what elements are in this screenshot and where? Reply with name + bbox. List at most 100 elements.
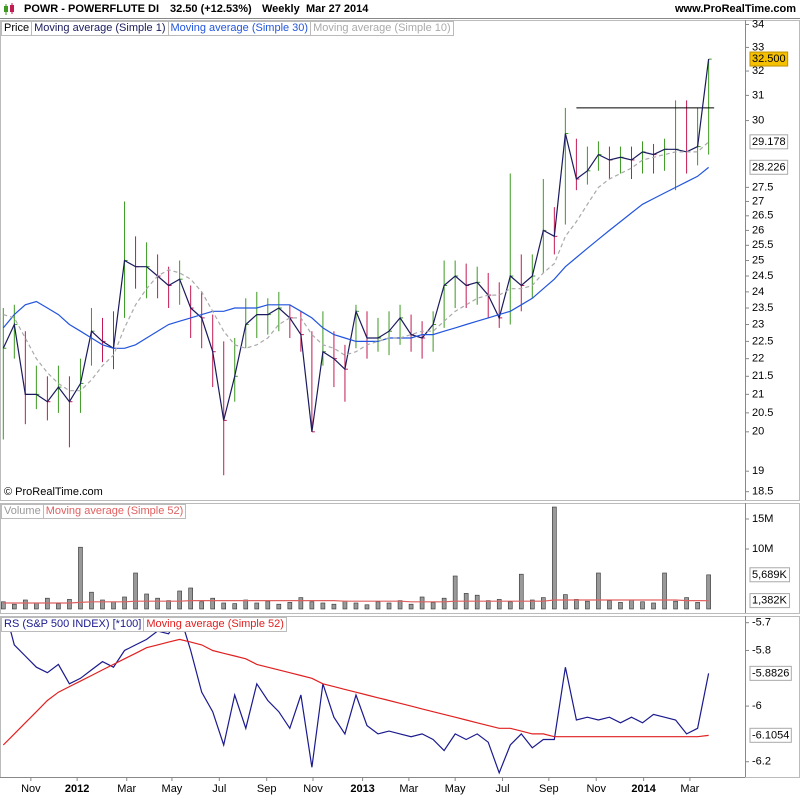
quote: 32.50 (+12.53%) <box>170 3 252 15</box>
volume-bar <box>177 590 182 610</box>
volume-bar <box>607 600 612 610</box>
y-tick-label: -6.2 <box>752 756 771 768</box>
volume-bar <box>574 599 579 610</box>
panel-frame <box>0 616 800 778</box>
volume-bar <box>419 596 425 610</box>
legend-entry: Moving average (Simple 52) <box>42 504 187 519</box>
volume-bar <box>452 575 458 610</box>
value-label-box <box>749 593 791 609</box>
y-tick-label: 26 <box>752 224 764 236</box>
panel-frame <box>0 503 800 614</box>
volume-bar <box>287 602 293 610</box>
x-tick-label: Sep <box>257 783 277 795</box>
y-tick-label: 18.5 <box>752 486 773 498</box>
volume-bar <box>56 603 61 610</box>
value-label-box <box>749 567 791 583</box>
value-label: -5.8826 <box>752 667 789 679</box>
x-tick-label: 2012 <box>65 783 89 795</box>
series-line <box>2 59 710 432</box>
volume-bar <box>640 601 645 610</box>
y-tick-label: 21 <box>752 388 764 400</box>
y-tick-label: 32 <box>752 65 764 77</box>
value-label-box <box>749 727 792 743</box>
volume-bar <box>243 599 249 610</box>
volume-bar <box>298 597 304 610</box>
value-label-box <box>749 51 789 67</box>
value-label: 32.500 <box>752 53 786 65</box>
volume-bar <box>563 594 568 610</box>
y-tick-label: 24 <box>752 286 764 298</box>
y-tick-label: 34 <box>752 18 764 30</box>
volume-bar <box>629 599 634 610</box>
volume-bar <box>474 594 480 610</box>
logo <box>4 3 14 15</box>
legend: RS (S&P 500 INDEX) [*100] Moving average … <box>1 617 287 632</box>
x-tick-label: Nov <box>586 783 606 795</box>
legend-entry: Moving average (Simple 30) <box>167 21 312 36</box>
volume-bar <box>507 601 513 610</box>
plot-area <box>2 58 715 476</box>
volume-bar <box>651 602 656 610</box>
volume-bar <box>662 572 667 610</box>
value-label: 1,382K <box>752 595 788 607</box>
volume-bar <box>34 602 39 610</box>
y-tick-label: -6 <box>752 700 762 712</box>
volume-bar <box>199 601 204 610</box>
volume-bar <box>23 599 28 610</box>
x-tick-label: Mar <box>680 783 699 795</box>
x-tick-label: Nov <box>21 783 41 795</box>
series-line <box>3 141 710 392</box>
volume-bar <box>221 602 227 610</box>
volume-bar <box>89 591 94 610</box>
legend-entry: RS (S&P 500 INDEX) [*100] <box>1 617 145 632</box>
y-tick-label: 24.5 <box>752 270 773 282</box>
volume-bar <box>585 600 590 610</box>
volume-bar <box>155 597 160 610</box>
volume-bar <box>309 601 315 610</box>
volume-bar <box>166 600 171 610</box>
legend-entry: Volume <box>1 504 44 519</box>
x-tick-label: Mar <box>117 783 136 795</box>
legend-entry: Moving average (Simple 10) <box>310 21 454 36</box>
y-tick-label: 27.5 <box>752 181 773 193</box>
x-tick-label: 2014 <box>631 783 656 795</box>
plot-area <box>1 506 711 610</box>
legend-entry: Price <box>1 21 33 36</box>
volume-bar <box>188 587 193 610</box>
y-tick-label: 21.5 <box>752 370 773 382</box>
date: Mar 27 2014 <box>306 3 369 15</box>
volume-bar <box>1 601 6 610</box>
ticker: POWR - POWERFLUTE DI <box>24 3 160 15</box>
y-tick-label: 25.5 <box>752 239 773 251</box>
y-tick-label: -5.8 <box>752 644 771 656</box>
value-label: 29.178 <box>752 136 786 148</box>
legend: Volume Moving average (Simple 52) <box>1 504 187 519</box>
series-line <box>2 638 709 746</box>
volume-bar <box>485 600 491 610</box>
y-tick-label: 33 <box>752 41 764 53</box>
value-label: 28.226 <box>752 161 786 173</box>
volume-bar <box>232 603 238 610</box>
series-line <box>6 616 710 775</box>
value-label-box <box>749 134 789 150</box>
volume-bar <box>375 601 381 610</box>
value-label-box <box>749 665 792 681</box>
volume-bar <box>673 600 678 610</box>
volume-bar <box>100 599 105 610</box>
volume-bar <box>331 603 337 610</box>
x-tick-label: Nov <box>303 783 323 795</box>
y-tick-label: 20.5 <box>752 407 773 419</box>
volume-bar <box>364 604 370 610</box>
volume-bar <box>254 602 260 610</box>
site: www.ProRealTime.com <box>674 3 796 15</box>
x-tick-label: Mar <box>399 783 418 795</box>
volume-bar <box>496 599 502 610</box>
volume-bar <box>518 573 524 610</box>
volume-bar <box>265 600 271 610</box>
volume-bar <box>12 603 17 610</box>
volume-bar <box>397 600 403 610</box>
volume-bar <box>320 602 326 610</box>
y-tick-label: 27 <box>752 195 764 207</box>
value-label: -6.1054 <box>752 729 789 741</box>
